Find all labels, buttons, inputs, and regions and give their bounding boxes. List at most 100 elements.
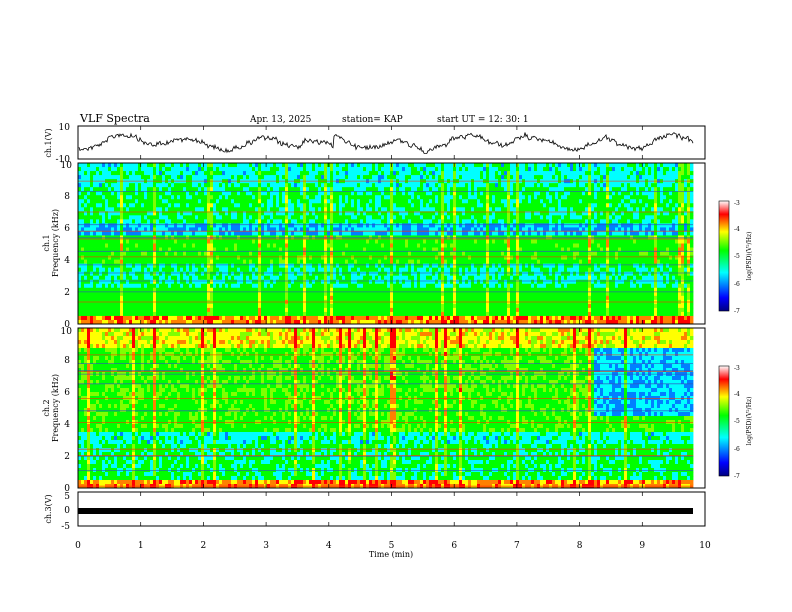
spectrogram-cell [150, 187, 154, 192]
spectrogram-cell [435, 279, 439, 285]
spectrogram-cell [87, 287, 91, 293]
spectrogram-cell [117, 307, 121, 313]
spectrogram-cell [411, 271, 415, 277]
spectrogram-cell [162, 207, 166, 212]
spectrogram-cell [222, 315, 226, 321]
spectrogram-cell [354, 183, 358, 188]
spectrogram-cell [306, 175, 310, 180]
spectrogram-cell [312, 171, 316, 176]
spectrogram-cell [285, 203, 289, 208]
spectrogram-cell [195, 259, 199, 265]
spectrogram-cell [414, 311, 418, 317]
spectrogram-cell [258, 207, 262, 212]
spectrogram-cell [240, 319, 244, 325]
spectrogram-cell [354, 163, 358, 168]
spectrogram-cell [174, 191, 178, 196]
spectrogram-cell [399, 279, 403, 285]
spectrogram-cell [360, 307, 364, 313]
spectrogram-cell [183, 167, 187, 172]
spectrogram-cell [111, 171, 115, 176]
spectrogram-cell [252, 187, 256, 192]
spectrogram-cell [309, 187, 313, 192]
spectrogram-cell [357, 303, 361, 309]
spectrogram-cell [216, 291, 220, 297]
spectrogram-cell [297, 163, 301, 168]
spectrogram-cell [327, 259, 331, 265]
spectrogram-cell [201, 215, 205, 220]
spectrogram-cell [153, 295, 157, 301]
spectrogram-cell [90, 319, 94, 325]
spectrogram-cell [327, 183, 331, 188]
spectrogram-cell [387, 211, 391, 216]
spectrogram-cell [240, 291, 244, 297]
spectrogram-cell [420, 215, 424, 220]
spectrogram-cell [120, 223, 124, 228]
spectrogram-cell [405, 167, 409, 172]
spectrogram-cell [444, 263, 448, 269]
spectrogram-cell [363, 231, 367, 236]
spectrogram-cell [225, 303, 229, 309]
spectrogram-cell [171, 247, 175, 252]
spectrogram-cell [438, 243, 442, 248]
spectrogram-cell [99, 187, 103, 192]
spectrogram-cell [171, 271, 175, 277]
spectrogram-cell [351, 219, 355, 224]
spectrogram-cell [300, 243, 304, 248]
spectrogram-cell [438, 275, 442, 281]
spectrogram-cell [441, 227, 445, 232]
spectrogram-cell [90, 279, 94, 285]
spectrogram-cell [150, 311, 154, 317]
spectrogram-cell [402, 263, 406, 269]
spectrogram-cell [129, 199, 133, 204]
spectrogram-cell [330, 319, 334, 325]
spectrogram-cell [213, 203, 217, 208]
spectrogram-cell [189, 275, 193, 281]
spectrogram-cell [126, 319, 130, 325]
spectrogram-cell [411, 275, 415, 281]
spectrogram-cell [186, 227, 190, 232]
spectrogram-cell [129, 187, 133, 192]
spectrogram-cell [450, 227, 454, 232]
spectrogram-cell [414, 319, 418, 325]
spectrogram-cell [363, 247, 367, 252]
spectrogram-cell [177, 259, 181, 265]
spectrogram-cell [123, 243, 127, 248]
spectrogram-cell [441, 247, 445, 252]
spectrogram-cell [147, 291, 151, 297]
spectrogram-cell [306, 271, 310, 277]
spectrogram-cell [288, 263, 292, 269]
spectrogram-cell [381, 279, 385, 285]
spectrogram-cell [330, 271, 334, 277]
spectrogram-cell [108, 191, 112, 196]
spectrogram-cell [348, 199, 352, 204]
spectrogram-cell [186, 199, 190, 204]
spectrogram-cell [357, 191, 361, 196]
spectrogram-cell [207, 183, 211, 188]
spectrogram-cell [372, 231, 376, 236]
spectrogram-cell [258, 275, 262, 281]
spectrogram-cell [321, 259, 325, 265]
spectrogram-cell [135, 255, 139, 260]
spectrogram-cell [213, 239, 217, 244]
spectrogram-cell [180, 175, 184, 180]
spectrogram-cell [288, 199, 292, 204]
spectrogram-cell [135, 287, 139, 293]
spectrogram-cell [159, 191, 163, 196]
spectrogram-cell [303, 187, 307, 192]
spectrogram-cell [237, 283, 241, 289]
spectrogram-cell [213, 175, 217, 180]
spectrogram-cell [231, 271, 235, 277]
spectrogram-cell [339, 219, 343, 224]
spectrogram-cell [195, 267, 199, 273]
spectrogram-cell [363, 175, 367, 180]
spectrogram-cell [81, 259, 85, 265]
spectrogram-cell [153, 227, 157, 232]
spectrogram-cell [288, 271, 292, 277]
spectrogram-cell [228, 199, 232, 204]
spectrogram-cell [342, 283, 346, 289]
spectrogram-cell [138, 211, 142, 216]
spectrogram-cell [345, 211, 349, 216]
spectrogram-cell [345, 263, 349, 269]
spectrogram-cell [360, 187, 364, 192]
spectrogram-cell [423, 271, 427, 277]
